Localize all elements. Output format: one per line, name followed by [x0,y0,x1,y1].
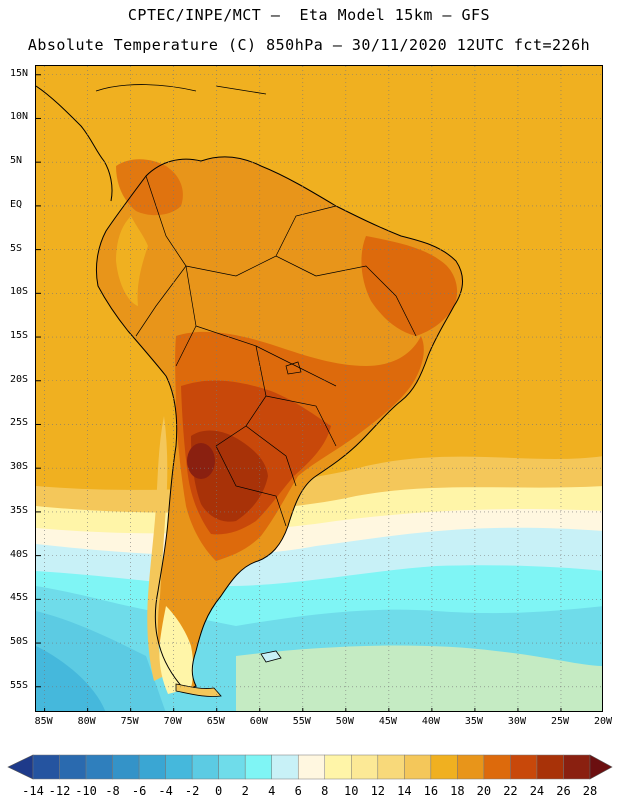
coastline [95,156,463,692]
lon-label: 80W [77,716,96,727]
country-borders [135,175,417,527]
colorbar-segment [32,754,60,780]
lon-label: 65W [206,716,225,727]
temperature-map [35,65,603,712]
lon-label: 30W [507,716,526,727]
land-hottest-core [187,443,215,479]
lon-label: 50W [335,716,354,727]
lat-label: 40S [10,548,29,560]
colorbar-segment [271,754,299,780]
colorbar-segment [85,754,113,780]
land-northeast-warm [361,236,458,336]
colorbar-segment [510,754,538,780]
lat-lon-gridlines [36,66,602,711]
falkland-islands [260,650,282,663]
colorbar-arrow-low [7,754,34,780]
colorbar-segment [324,754,352,780]
map-canvas [36,66,602,711]
lat-label: 45S [10,592,29,604]
lat-label: 35S [10,504,29,516]
colorbar-segment [404,754,432,780]
lake-outline [285,361,302,375]
lat-label: 15N [10,67,29,79]
colorbar-segment [138,754,166,780]
lon-label: 70W [163,716,182,727]
lon-label: 85W [34,716,53,727]
colorbar-arrow-high [589,754,613,780]
colorbar-segment [191,754,219,780]
colorbar-segment [351,754,379,780]
lat-label: 55S [10,679,29,691]
land-andes-north [116,216,148,306]
lat-label: 20S [10,373,29,385]
ocean-mild-south [236,645,602,711]
colorbar-label: 28 [582,784,598,798]
central-america-coast [36,85,113,202]
colorbar-label: 12 [370,784,386,798]
colorbar-label: 16 [423,784,439,798]
colorbar-segment [244,754,272,780]
land-andes-south [147,416,168,681]
tierra-del-fuego [175,683,222,697]
colorbar-label: 8 [321,784,329,798]
lat-label: 10S [10,286,29,298]
colorbar-segment [297,754,326,780]
colorbar-segment [59,754,87,780]
colorbar-segment [377,754,405,780]
colorbar-label: -8 [105,784,120,798]
colorbar-segment [112,754,140,780]
colorbar-label: 24 [529,784,545,798]
colorbar-label: 14 [397,784,412,798]
colorbar [7,754,613,780]
lat-label: 5S [10,242,23,254]
colorbar-label: 2 [241,784,249,798]
lat-label: EQ [10,198,23,210]
lon-label: 20W [593,716,613,727]
colorbar-segment [563,754,591,780]
lat-label: 5N [10,155,23,167]
lon-label: 40W [421,716,440,727]
lat-label: 10N [10,111,29,123]
land-patagonia [159,606,194,694]
colorbar-label: 6 [294,784,302,798]
colorbar-label: -12 [48,784,71,798]
colorbar-label: 10 [344,784,359,798]
colorbar-segment [457,754,485,780]
lat-label: 15S [10,330,29,342]
lat-label: 30S [10,461,29,473]
lon-label: 45W [378,716,397,727]
colorbar-label: -6 [131,784,147,798]
lon-label: 55W [292,716,311,727]
colorbar-label: 4 [268,784,276,798]
colorbar-label: 18 [450,784,465,798]
colorbar-label: 20 [476,784,492,798]
colorbar-label: -4 [158,784,173,798]
lon-label: 25W [550,716,569,727]
title-model: CPTEC/INPE/MCT – Eta Model 15km – GFS [127,6,491,24]
colorbar-segment [483,754,511,780]
colorbar-label: 22 [503,784,518,798]
colorbar-label: 26 [556,784,571,798]
colorbar-segment [218,754,246,780]
colorbar-label: -2 [184,784,200,798]
lon-label: 75W [120,716,139,727]
colorbar-label: -10 [75,784,97,798]
lat-label: 25S [10,417,29,429]
colorbar-segment [536,754,564,780]
title-variable: Absolute Temperature (C) 850hPa – 30/11/… [27,36,591,54]
lon-label: 60W [249,716,268,727]
colorbar-label: 0 [215,784,223,798]
lat-label: 50S [10,636,29,648]
colorbar-segment [165,754,193,780]
caribbean-islands [95,84,267,95]
colorbar-segment [430,754,458,780]
lon-label: 35W [464,716,483,727]
colorbar-label: -14 [22,784,44,798]
